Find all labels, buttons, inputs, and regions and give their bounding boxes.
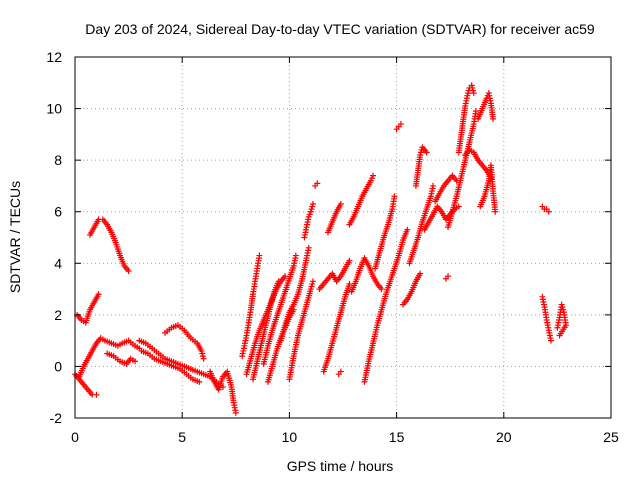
- x-tick-label: 10: [282, 429, 298, 445]
- data-point: [95, 291, 102, 298]
- series-arc-al: [477, 162, 499, 215]
- series-arc-c: [87, 216, 132, 275]
- data-point: [292, 252, 299, 259]
- data-point: [309, 278, 316, 285]
- x-tick-label: 25: [603, 429, 619, 445]
- data-point: [492, 208, 499, 215]
- data-point: [132, 358, 139, 365]
- data-point: [404, 226, 411, 233]
- series-arc-s: [320, 280, 353, 375]
- data-point: [93, 391, 100, 398]
- series-arc-ai: [455, 82, 477, 156]
- y-axis-label: SDTVAR / TECUs: [7, 181, 23, 293]
- series-arc-e: [104, 350, 139, 367]
- series-arc-h: [162, 322, 207, 362]
- data-point: [314, 180, 321, 187]
- data-point: [346, 280, 353, 287]
- series-arc-b: [74, 291, 102, 326]
- data-point: [370, 172, 377, 179]
- series-arc-r: [312, 180, 321, 189]
- data-point: [305, 244, 312, 251]
- series-arc-u: [324, 200, 344, 236]
- series-arc-ac: [406, 182, 437, 267]
- series-arc-ae: [421, 203, 462, 233]
- data-point: [445, 273, 452, 280]
- chart-title: Day 203 of 2024, Sidereal Day-to-day VTE…: [85, 21, 595, 37]
- y-tick-label: 6: [54, 204, 62, 220]
- series-arc-l: [249, 278, 282, 383]
- data-point: [490, 115, 497, 122]
- data-point: [423, 149, 430, 156]
- series-arc-j: [239, 252, 263, 360]
- x-axis-label: GPS time / hours: [287, 458, 394, 474]
- data-point: [200, 355, 207, 362]
- series-arc-m: [260, 252, 299, 367]
- series-arc-t: [316, 257, 353, 293]
- series-arc-ah: [445, 108, 479, 231]
- axis-ticks: 0 5 10 15 20 25 -2 0 2 4 6 8 10 12: [46, 49, 619, 445]
- y-tick-label: 2: [54, 307, 62, 323]
- data-point: [455, 203, 462, 210]
- data-point: [378, 286, 385, 293]
- series-arc-an: [539, 293, 554, 344]
- series-arc-aa: [393, 121, 404, 133]
- data-point: [391, 193, 398, 200]
- series-arc-q: [301, 200, 316, 241]
- x-tick-label: 20: [496, 429, 512, 445]
- data-point: [309, 200, 316, 207]
- data-point: [547, 337, 554, 344]
- series-arc-w: [348, 255, 385, 295]
- data-point: [417, 270, 424, 277]
- series-arc-v: [335, 368, 344, 378]
- data-point: [397, 121, 404, 128]
- y-tick-label: -2: [50, 410, 63, 426]
- data-point: [337, 368, 344, 375]
- data-point: [256, 252, 263, 259]
- data-point: [337, 200, 344, 207]
- series-arc-ao: [554, 301, 569, 339]
- series-arc-ak: [475, 90, 497, 122]
- data-point: [232, 409, 239, 416]
- y-tick-label: 10: [46, 101, 62, 117]
- series-arc-z: [372, 193, 398, 272]
- series-arc-y: [361, 226, 411, 385]
- data-point: [125, 268, 132, 275]
- series-arc-d: [76, 335, 143, 380]
- series-arc-p: [286, 278, 316, 383]
- series-arc-af: [432, 172, 460, 205]
- data-point: [196, 378, 203, 385]
- data-point: [346, 257, 353, 264]
- y-tick-label: 0: [54, 358, 62, 374]
- data-point: [430, 182, 437, 189]
- plot-frame: [74, 56, 612, 419]
- data-point: [282, 273, 289, 280]
- series-arc-ad: [412, 144, 430, 189]
- y-tick-label: 8: [54, 152, 62, 168]
- x-tick-label: 15: [389, 429, 405, 445]
- series-arc-ab: [400, 270, 424, 308]
- series-arc-i: [207, 368, 239, 416]
- series-arc-o: [277, 244, 312, 344]
- data-points: [72, 82, 569, 416]
- series-arc-g: [138, 347, 203, 385]
- data-point: [472, 108, 479, 115]
- data-point: [275, 278, 282, 285]
- data-point: [556, 332, 563, 339]
- series-arc-ag: [442, 273, 452, 282]
- y-tick-label: 4: [54, 255, 62, 271]
- data-point: [545, 208, 552, 215]
- x-tick-label: 5: [178, 429, 186, 445]
- data-point: [470, 90, 477, 97]
- y-tick-label: 12: [46, 49, 62, 65]
- series-arc-x: [346, 172, 377, 228]
- series-arc-am: [539, 203, 552, 215]
- x-tick-label: 0: [71, 429, 79, 445]
